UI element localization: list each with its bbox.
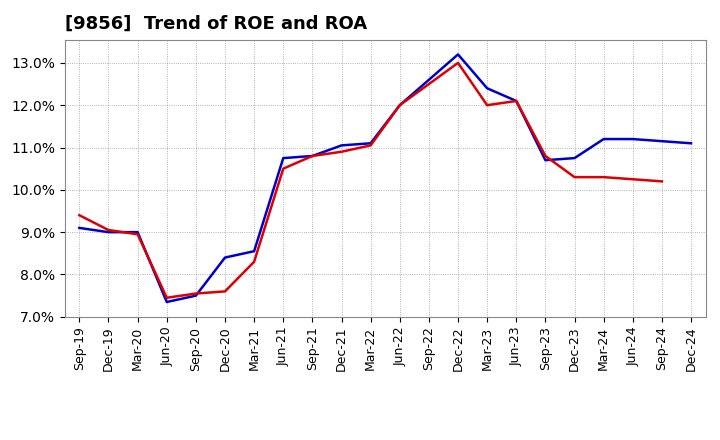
ROA: [337, 143, 346, 148]
Line: ROA: ROA: [79, 55, 691, 302]
ROA: [366, 141, 375, 146]
ROE: [279, 166, 287, 171]
ROE: [629, 176, 637, 182]
ROE: [337, 149, 346, 154]
ROA: [279, 155, 287, 161]
ROE: [250, 259, 258, 264]
ROE: [541, 154, 550, 159]
ROE: [395, 103, 404, 108]
ROA: [425, 77, 433, 82]
ROA: [570, 155, 579, 161]
ROA: [629, 136, 637, 142]
ROE: [308, 154, 317, 159]
ROA: [599, 136, 608, 142]
ROE: [512, 98, 521, 103]
Line: ROE: ROE: [79, 63, 662, 298]
ROA: [220, 255, 229, 260]
ROA: [657, 139, 666, 144]
ROE: [657, 179, 666, 184]
Text: [9856]  Trend of ROE and ROA: [9856] Trend of ROE and ROA: [65, 15, 367, 33]
ROA: [250, 249, 258, 254]
ROE: [75, 213, 84, 218]
ROA: [483, 86, 492, 91]
ROA: [687, 141, 696, 146]
ROE: [163, 295, 171, 301]
ROE: [133, 231, 142, 237]
ROE: [366, 143, 375, 148]
ROE: [425, 81, 433, 87]
ROE: [599, 175, 608, 180]
ROE: [104, 227, 113, 233]
ROE: [454, 60, 462, 66]
ROA: [512, 98, 521, 103]
ROA: [454, 52, 462, 57]
ROE: [192, 291, 200, 296]
ROA: [395, 103, 404, 108]
ROA: [192, 293, 200, 298]
ROA: [133, 230, 142, 235]
ROE: [570, 175, 579, 180]
ROA: [541, 158, 550, 163]
ROA: [104, 230, 113, 235]
ROA: [308, 154, 317, 159]
ROE: [220, 289, 229, 294]
ROA: [163, 299, 171, 304]
ROA: [75, 225, 84, 231]
ROE: [483, 103, 492, 108]
